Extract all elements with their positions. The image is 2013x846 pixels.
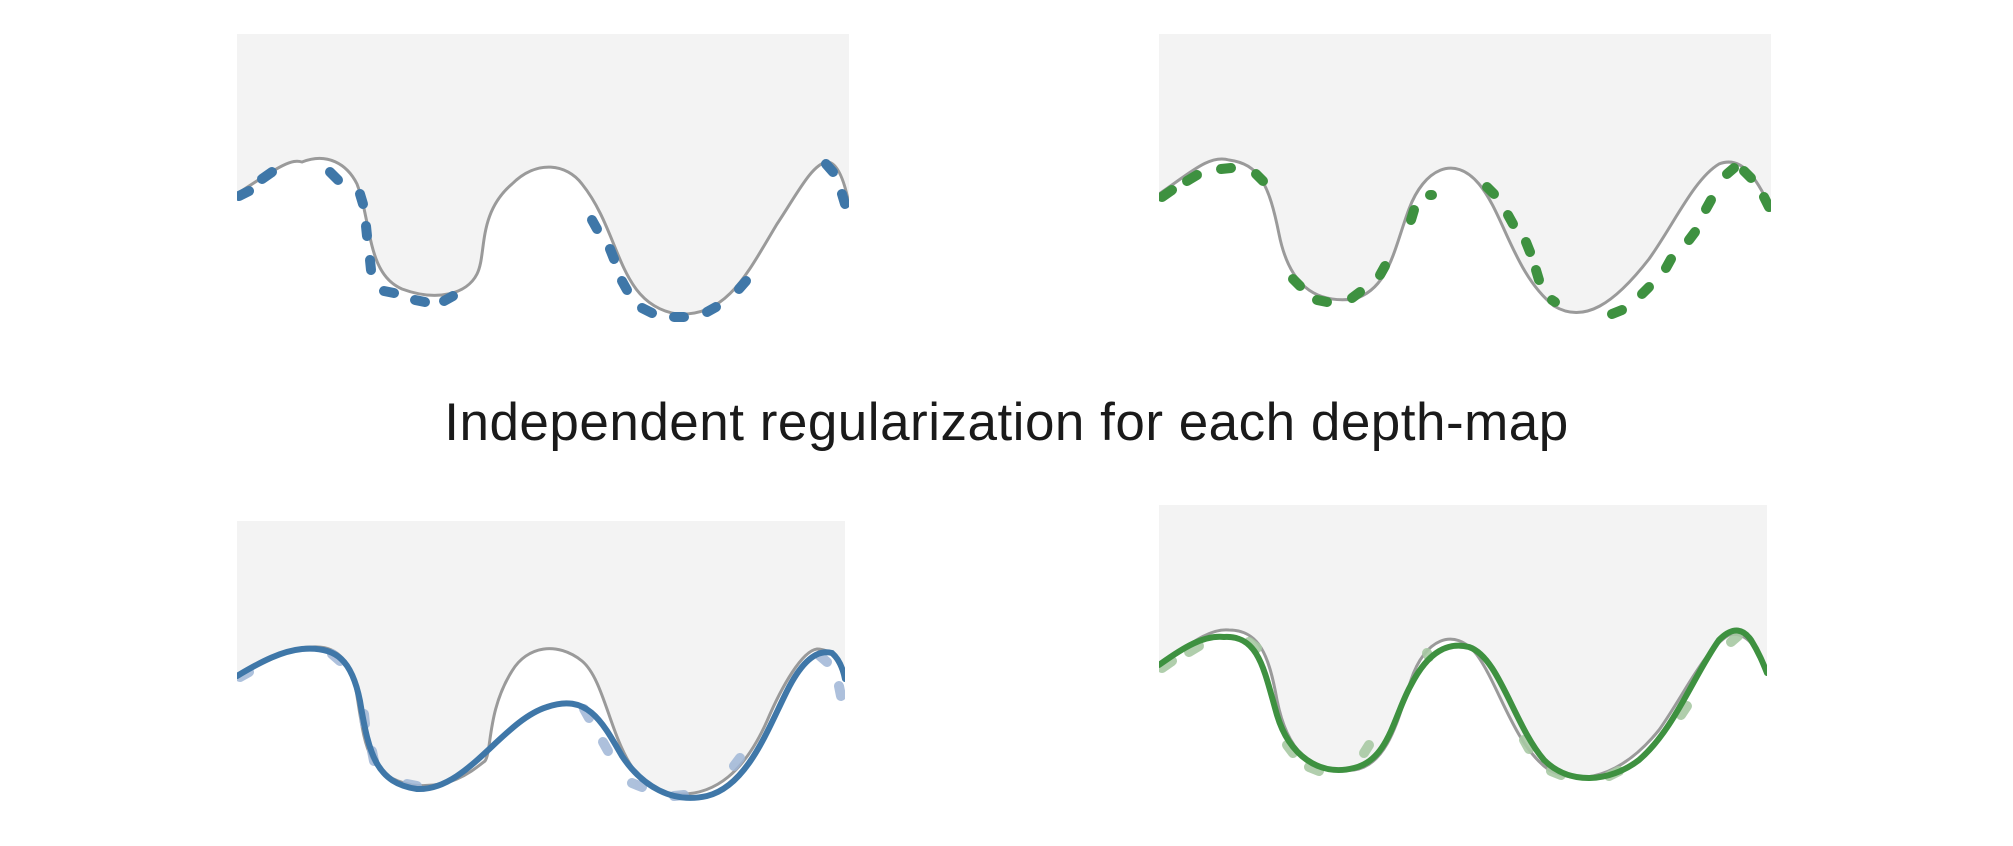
- panel-bottom-right: [1159, 505, 1767, 795]
- depth-regularized-blue: [237, 521, 845, 811]
- regularized-depth-line: [237, 645, 845, 801]
- region-below-surface: [237, 646, 845, 811]
- true-surface-line: [1159, 628, 1767, 779]
- panel-top-right: [1159, 34, 1771, 324]
- faded-depth-samples: [1159, 631, 1743, 781]
- depth-samples-blue-raw: [237, 34, 849, 324]
- depth-sample-dashes: [237, 159, 849, 322]
- true-surface-line: [237, 156, 849, 316]
- region-below-surface: [1159, 158, 1771, 324]
- depth-samples-green-raw: [1159, 34, 1771, 324]
- depth-sample-dashes: [1159, 163, 1771, 319]
- depth-regularized-green: [1159, 505, 1767, 795]
- regularized-depth-line: [1159, 627, 1767, 781]
- panel-bottom-left: [237, 521, 845, 811]
- true-surface-line: [1159, 157, 1771, 315]
- figure-caption: Independent regularization for each dept…: [444, 393, 1569, 452]
- region-below-surface: [1159, 629, 1767, 795]
- panel-top-left: [237, 34, 849, 324]
